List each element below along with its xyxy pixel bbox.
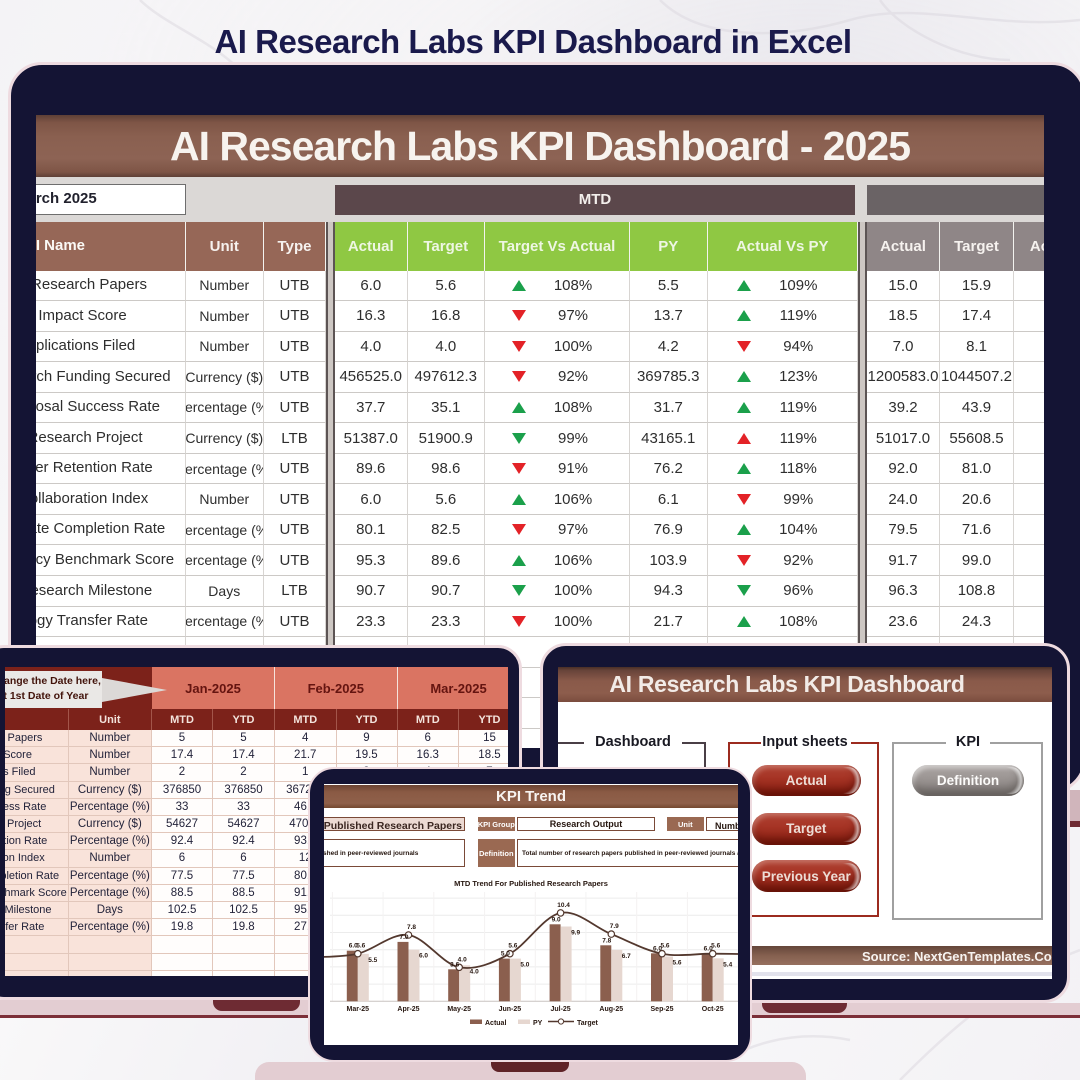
svg-text:5.6: 5.6 — [660, 943, 669, 950]
svg-text:Jun-25: Jun-25 — [499, 1006, 522, 1013]
svg-text:5.0: 5.0 — [520, 962, 529, 969]
svg-text:6.0: 6.0 — [704, 945, 713, 952]
svg-text:3.6: 3.6 — [450, 961, 459, 968]
svg-text:4.0: 4.0 — [458, 956, 467, 963]
svg-text:Target: Target — [577, 1020, 599, 1027]
svg-text:Oct-25: Oct-25 — [702, 1006, 724, 1013]
svg-text:Mar-25: Mar-25 — [347, 1006, 370, 1013]
svg-text:5.6: 5.6 — [711, 943, 720, 950]
svg-text:6.0: 6.0 — [349, 943, 358, 950]
svg-text:Actual: Actual — [485, 1020, 506, 1027]
svg-text:5.6: 5.6 — [356, 943, 365, 950]
svg-text:7.8: 7.8 — [407, 924, 416, 931]
svg-text:6.0: 6.0 — [419, 953, 428, 960]
svg-text:5.6: 5.6 — [672, 960, 681, 967]
svg-text:9.9: 9.9 — [571, 930, 580, 937]
svg-text:Sep-25: Sep-25 — [651, 1006, 674, 1013]
svg-text:7.0: 7.0 — [399, 934, 408, 941]
svg-text:5.5: 5.5 — [368, 957, 377, 964]
svg-text:5.4: 5.4 — [723, 961, 732, 968]
svg-text:7.8: 7.8 — [602, 937, 611, 944]
svg-text:Apr-25: Apr-25 — [397, 1006, 419, 1013]
svg-text:Jul-25: Jul-25 — [550, 1006, 570, 1013]
svg-text:6.0: 6.0 — [653, 945, 662, 952]
svg-text:7.9: 7.9 — [610, 923, 619, 930]
svg-text:4.0: 4.0 — [470, 968, 479, 975]
svg-text:May-25: May-25 — [447, 1006, 471, 1013]
svg-text:5.0: 5.0 — [501, 951, 510, 958]
svg-text:6.7: 6.7 — [622, 953, 631, 960]
svg-text:Aug-25: Aug-25 — [599, 1006, 623, 1013]
svg-text:9.0: 9.0 — [552, 916, 561, 923]
svg-text:PY: PY — [533, 1020, 543, 1027]
svg-text:10.4: 10.4 — [557, 902, 570, 909]
svg-text:5.6: 5.6 — [508, 943, 517, 950]
